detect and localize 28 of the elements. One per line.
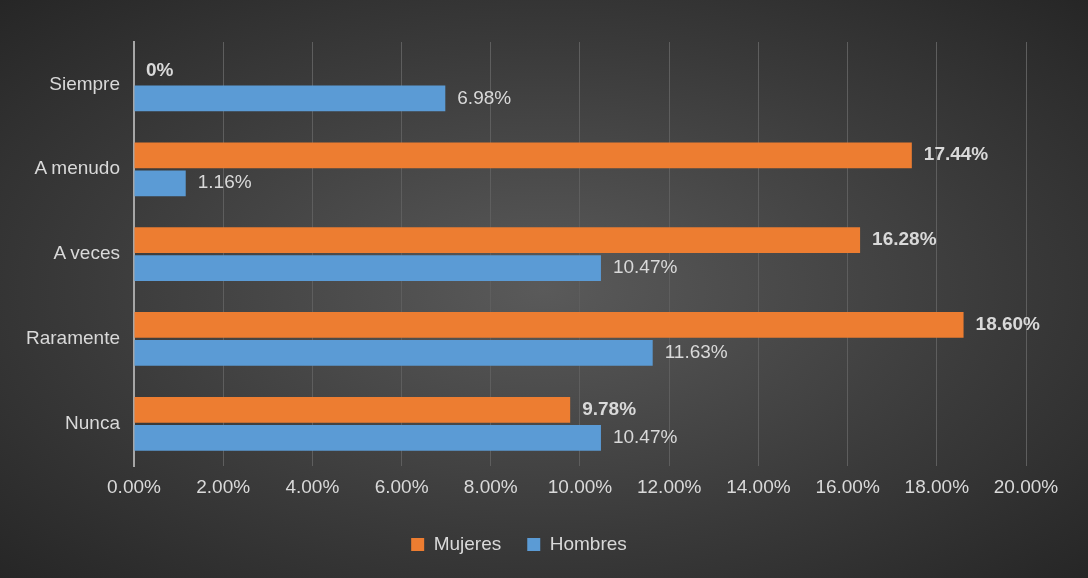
x-tick-label: 6.00% <box>374 475 429 497</box>
legend-label: Mujeres <box>433 532 502 554</box>
y-tick-label: A veces <box>53 242 120 264</box>
x-tick-label: 2.00% <box>196 475 251 497</box>
x-tick-label: 8.00% <box>463 475 518 497</box>
x-tick-label: 10.00% <box>547 475 613 497</box>
y-tick-label: Siempre <box>49 72 120 94</box>
x-tick-label: 18.00% <box>904 475 970 497</box>
data-label: 6.98% <box>457 86 512 108</box>
data-label: 10.47% <box>612 256 678 278</box>
data-label: 1.16% <box>197 171 252 193</box>
y-tick-label: A menudo <box>34 157 120 179</box>
data-label: 10.47% <box>612 426 678 448</box>
data-label: 11.63% <box>664 341 728 363</box>
x-tick-label: 12.00% <box>636 475 702 497</box>
y-tick-label: Raramente <box>25 327 120 349</box>
x-tick-label: 4.00% <box>285 475 340 497</box>
x-tick-label: 0.00% <box>107 475 162 497</box>
data-label: 0% <box>145 58 174 80</box>
x-tick-label: 20.00% <box>993 475 1059 497</box>
data-label: 9.78% <box>582 398 637 420</box>
x-tick-label: 16.00% <box>815 475 880 497</box>
legend-label: Hombres <box>549 532 627 554</box>
y-tick-label: Nunca <box>65 412 121 434</box>
data-label: 16.28% <box>872 228 937 250</box>
data-label: 18.60% <box>975 313 1041 335</box>
data-label: 17.44% <box>923 143 989 165</box>
x-tick-label: 14.00% <box>726 475 791 497</box>
